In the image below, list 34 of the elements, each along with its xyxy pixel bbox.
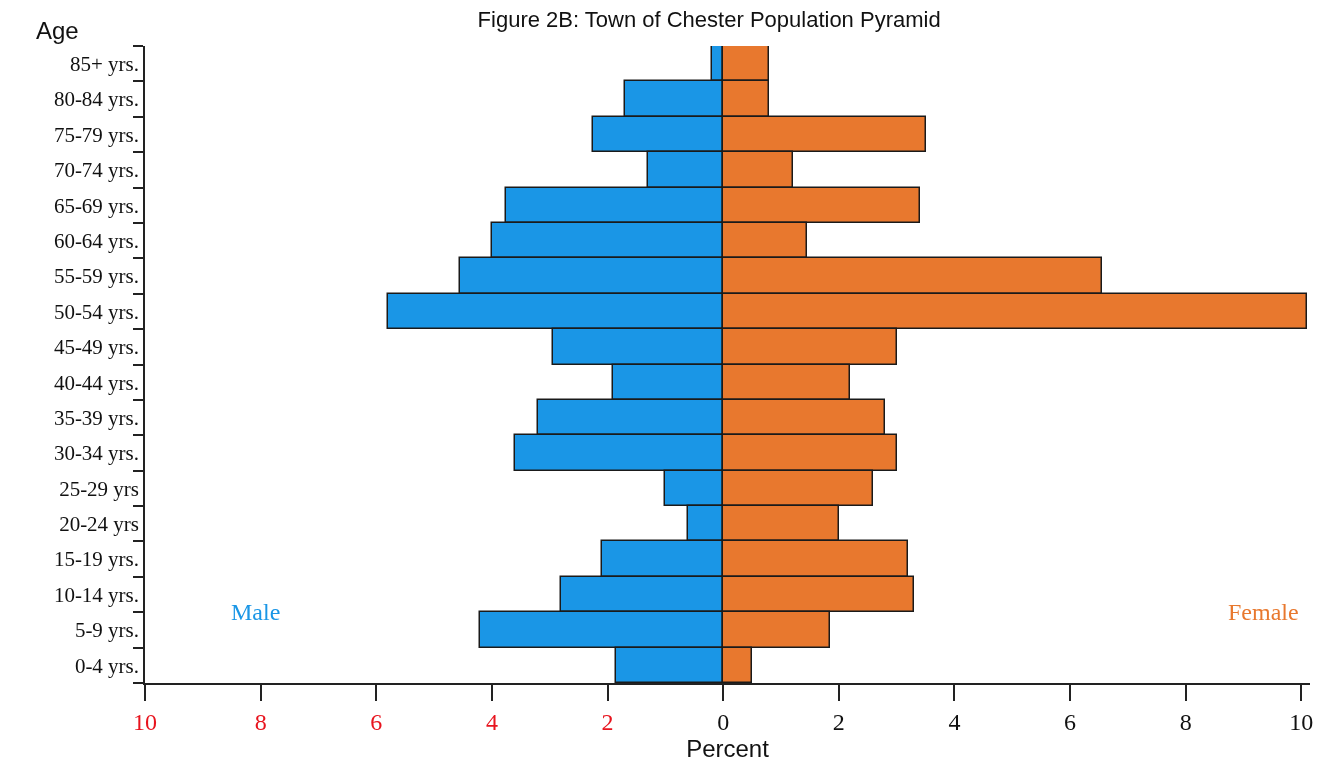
y-tick-label: 0-4 yrs. [74, 653, 140, 678]
y-tick-label: 60-64 yrs. [53, 228, 140, 253]
y-tick-label: 20-24 yrs [59, 512, 140, 537]
y-tick-label: 85+ yrs. [70, 52, 140, 77]
text: Male [231, 599, 281, 625]
x-tick-label: 8 [254, 708, 267, 735]
y-tick-label: 5-9 yrs. [74, 618, 140, 643]
x-tick-label: 2 [832, 708, 845, 735]
y-tick-label: 10-14 yrs. [53, 582, 140, 607]
x-tick-label: 6 [1064, 708, 1077, 735]
x-tick-label: 10 [133, 708, 157, 735]
y-tick-label: 30-34 yrs. [53, 441, 140, 466]
y-tick-label: 55-59 yrs. [53, 264, 140, 289]
x-tick-label: 10 [1289, 708, 1314, 735]
x-tick-label: 6 [370, 708, 383, 735]
y-tick-label: 15-19 yrs. [53, 547, 140, 572]
y-tick-label: 35-39 yrs. [53, 405, 140, 430]
x-axis-title: Percent [686, 734, 770, 762]
x-tick-label: 0 [717, 708, 730, 735]
x-tick-label: 4 [948, 708, 961, 735]
y-tick-label: 75-79 yrs. [53, 122, 140, 147]
x-tick-label: 4 [485, 708, 498, 735]
y-tick-label: 65-69 yrs. [53, 193, 140, 218]
y-axis-title: Age [36, 17, 79, 44]
y-tick-label: 45-49 yrs. [53, 335, 140, 360]
y-tick-label: 80-84 yrs. [53, 87, 140, 112]
x-tick-label: 2 [601, 708, 614, 735]
x-tick-label: 8 [1179, 708, 1192, 735]
y-tick-label: 25-29 yrs [59, 476, 140, 501]
y-tick-label: 40-44 yrs. [53, 370, 140, 395]
y-tick-label: 50-54 yrs. [53, 299, 140, 324]
text: Female [1228, 599, 1299, 625]
chart-title: Figure 2B: Town of Chester Population Pyramid [477, 6, 941, 32]
y-tick-label: 70-74 yrs. [53, 158, 140, 183]
